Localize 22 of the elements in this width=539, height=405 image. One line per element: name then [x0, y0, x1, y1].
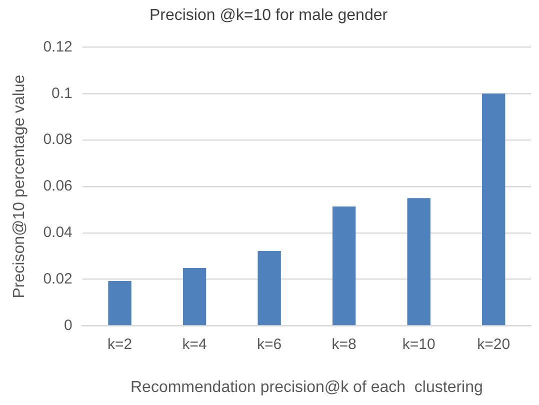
y-tick-label: 0.08 — [43, 131, 72, 148]
y-tick-label: 0.02 — [43, 270, 72, 288]
bar — [182, 268, 206, 326]
chart-title: Precision @k=10 for male gender — [149, 7, 388, 24]
y-tick-label: 0.06 — [43, 178, 72, 195]
x-tick-label: k=20 — [477, 336, 510, 353]
bar — [407, 198, 430, 326]
x-tick-label: k=6 — [257, 336, 282, 353]
y-tick-label: 0.12 — [43, 38, 72, 56]
y-axis-title: Precison@10 percentage value — [11, 74, 28, 298]
x-axis-title: Recommendation precision@k of each clustering — [130, 378, 483, 396]
bar — [332, 206, 356, 326]
bar — [108, 280, 132, 326]
y-tick-label: 0.1 — [52, 84, 72, 102]
x-tick-label: k=2 — [107, 336, 132, 353]
x-tick-label: k=8 — [332, 336, 356, 353]
x-tick-label: k=10 — [402, 336, 436, 353]
y-tick-label: 0.04 — [43, 224, 72, 242]
x-tick-label: k=4 — [182, 336, 207, 353]
y-tick-label: 0 — [64, 316, 72, 334]
bar — [258, 251, 281, 326]
bar — [482, 94, 506, 326]
